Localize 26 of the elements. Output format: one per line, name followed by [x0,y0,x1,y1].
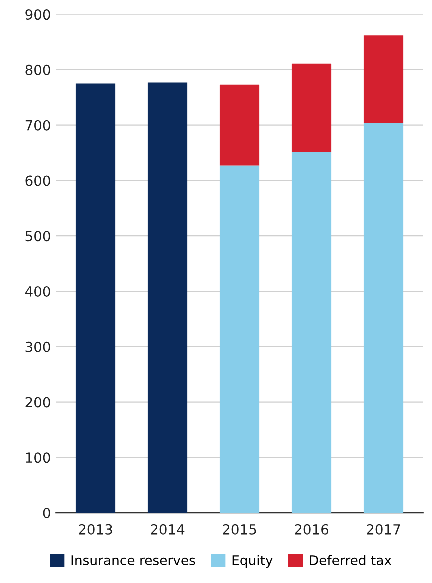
legend-label: Equity [232,555,273,568]
x-tick-label: 2017 [367,524,400,535]
y-tick-label: 400 [25,286,50,297]
y-tick-label: 700 [26,120,50,131]
bar [220,84,260,166]
x-tick-label: 2015 [223,524,256,535]
legend-label: Deferred tax [310,555,392,566]
y-tick-label: 800 [26,64,50,76]
y-tick-label: 500 [26,231,50,242]
legend-label: Insurance reserves [72,556,196,566]
bar [76,84,116,514]
bar [364,123,404,514]
bar [292,152,332,514]
bar [148,82,188,514]
y-tick-label: 0 [43,508,50,519]
y-tick-label: 900 [26,10,50,20]
x-tick-label: 2014 [151,524,185,535]
y-tick-label: 600 [26,176,50,186]
bar [292,64,332,152]
y-tick-label: 300 [26,342,50,352]
y-tick-label: 200 [26,397,50,408]
y-tick-label: 100 [26,452,50,464]
bar [220,166,260,514]
x-tick-label: 2013 [79,524,112,535]
bar [364,36,404,124]
x-tick-label: 2016 [295,524,329,535]
